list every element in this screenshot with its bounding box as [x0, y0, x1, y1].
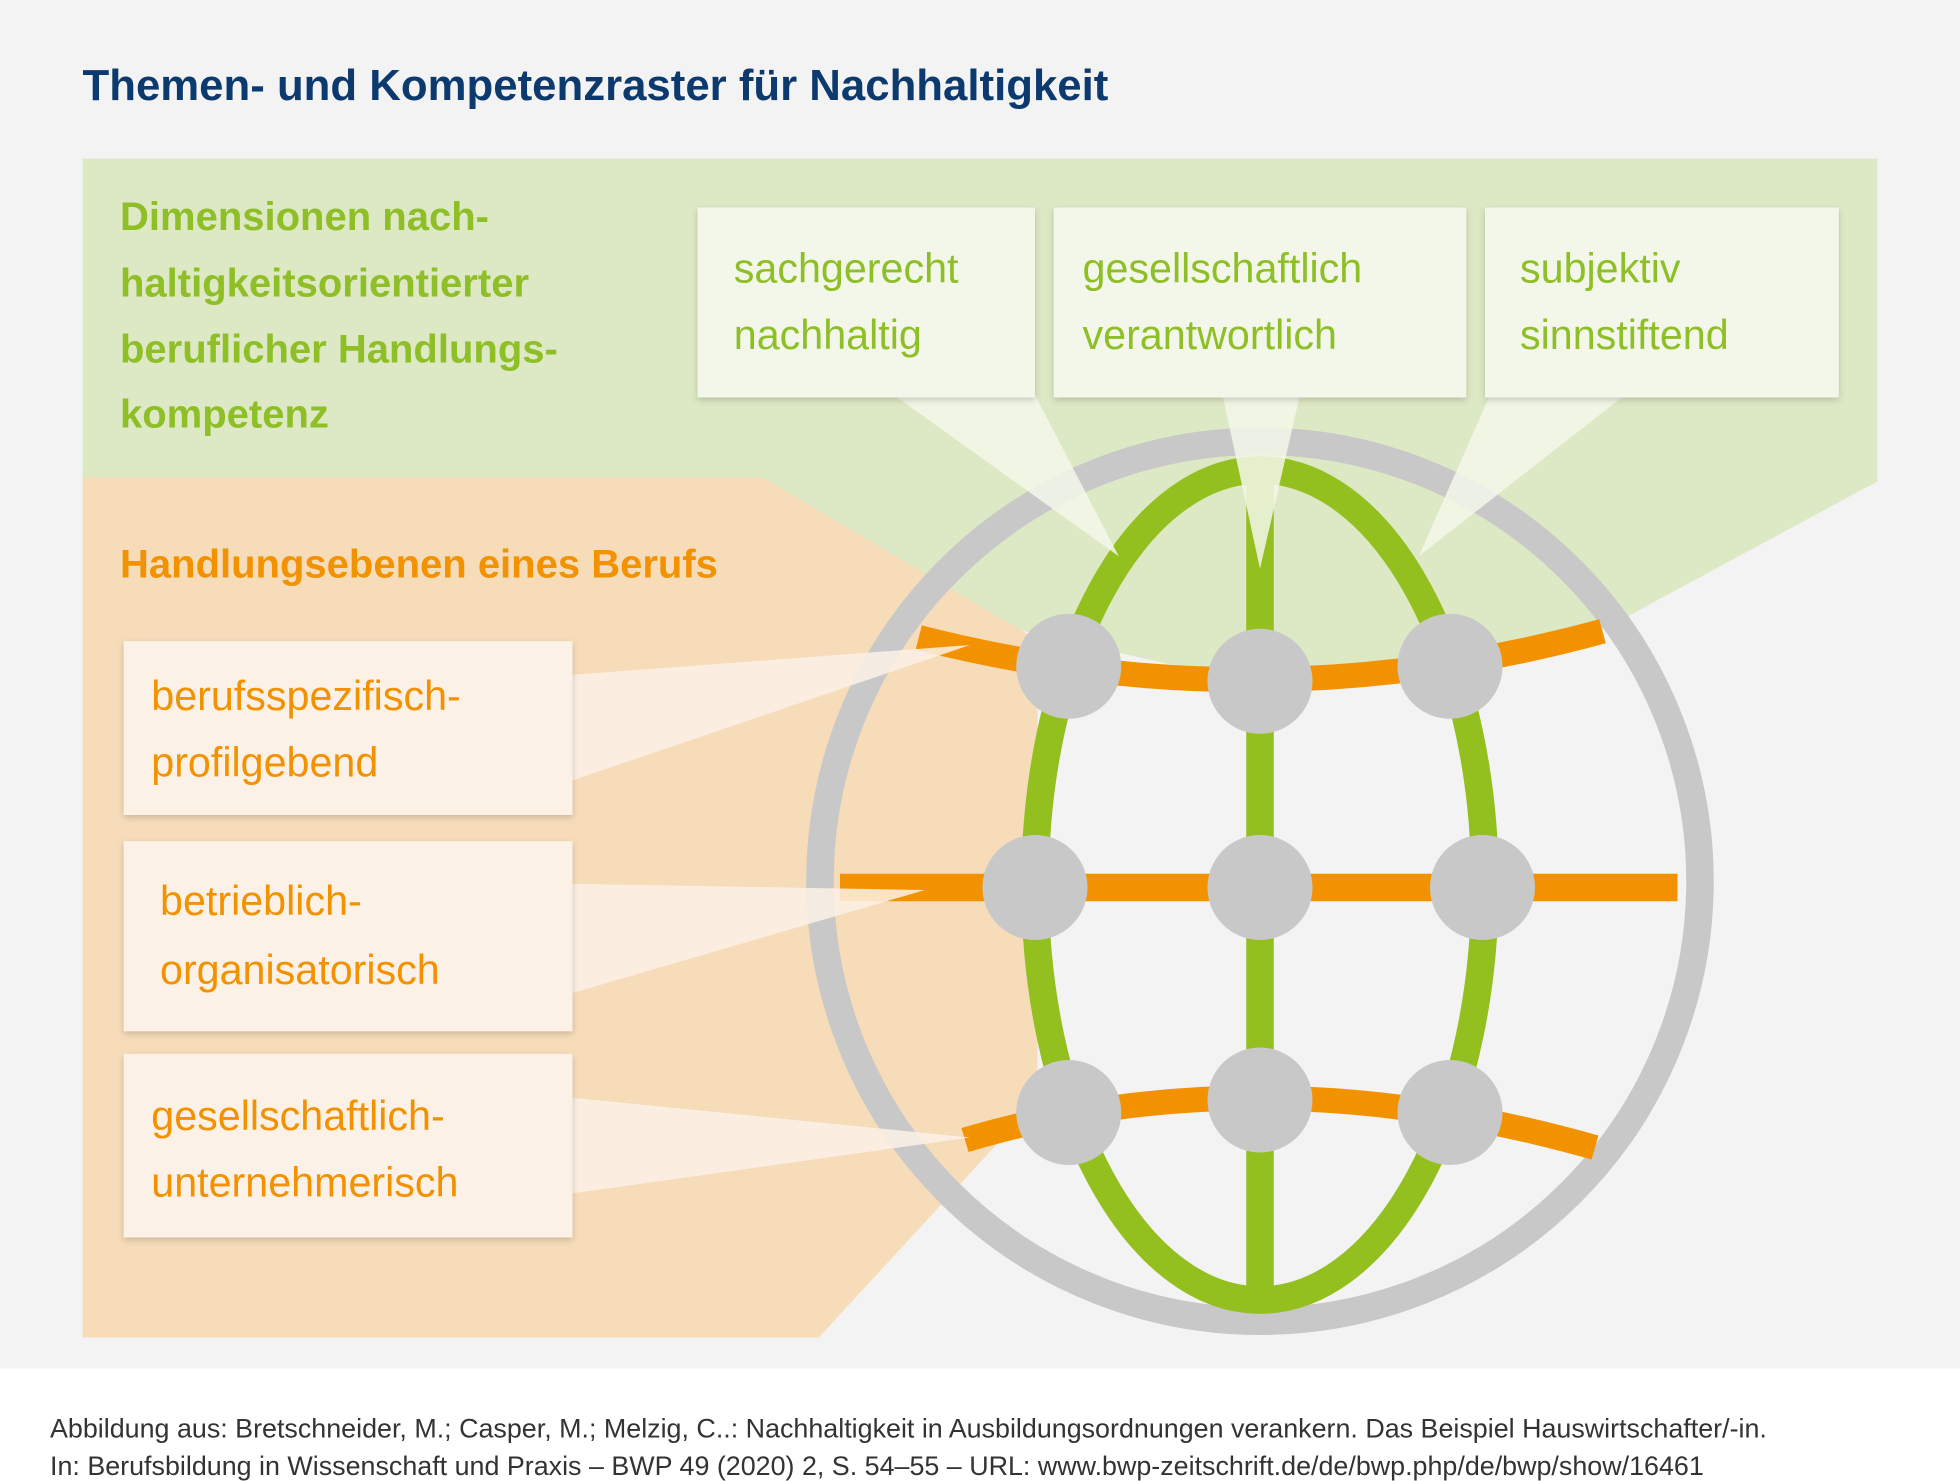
dimensions-heading: Dimensionen nach-	[120, 195, 489, 239]
level-pointers	[570, 645, 970, 1194]
node	[982, 834, 1088, 940]
node	[1397, 1060, 1503, 1165]
level-label: betrieblich-	[160, 878, 362, 924]
level-label: unternehmerisch	[151, 1159, 458, 1205]
nodes	[982, 613, 1535, 1165]
dimension-box	[1053, 207, 1467, 398]
node	[1016, 613, 1122, 719]
source-line: In: Berufsbildung in Wissenschaft und Pr…	[50, 1451, 1704, 1481]
level-label: organisatorisch	[160, 947, 440, 993]
pointer	[1222, 394, 1300, 569]
level-box	[123, 841, 573, 1032]
node	[1430, 834, 1535, 940]
dimension-label: verantwortlich	[1083, 312, 1337, 358]
level-label: profilgebend	[151, 739, 378, 785]
dimension-label: gesellschaftlich	[1083, 246, 1363, 292]
level-label: gesellschaftlich-	[151, 1093, 444, 1139]
node	[1207, 1047, 1313, 1153]
dimensions-heading: haltigkeitsorientierter	[120, 261, 529, 305]
pointer	[570, 645, 970, 782]
title: Themen- und Kompetenzraster für Nachhalt…	[83, 61, 1109, 110]
dimension-box	[697, 207, 1035, 398]
dimension-label: sinnstiftend	[1520, 312, 1729, 358]
level-box	[123, 1053, 573, 1238]
footer-background	[0, 1368, 1960, 1481]
levels-heading: Handlungsebenen eines Berufs	[120, 543, 718, 587]
dimension-label: sachgerecht	[734, 246, 959, 292]
node	[1397, 613, 1503, 719]
source-line: Abbildung aus: Bretschneider, M.; Casper…	[50, 1414, 1767, 1444]
dimension-box	[1485, 207, 1839, 398]
pointer	[570, 883, 925, 994]
node	[1016, 1060, 1122, 1165]
dimensions-heading: beruflicher Handlungs-	[120, 328, 558, 372]
level-box	[123, 641, 573, 815]
dimensions-heading: kompetenz	[120, 392, 329, 436]
node	[1207, 834, 1313, 940]
level-label: berufsspezifisch-	[151, 673, 461, 719]
pointer	[570, 1097, 970, 1194]
dimension-label: nachhaltig	[734, 312, 922, 358]
node	[1207, 628, 1313, 734]
dimension-label: subjektiv	[1520, 246, 1681, 292]
